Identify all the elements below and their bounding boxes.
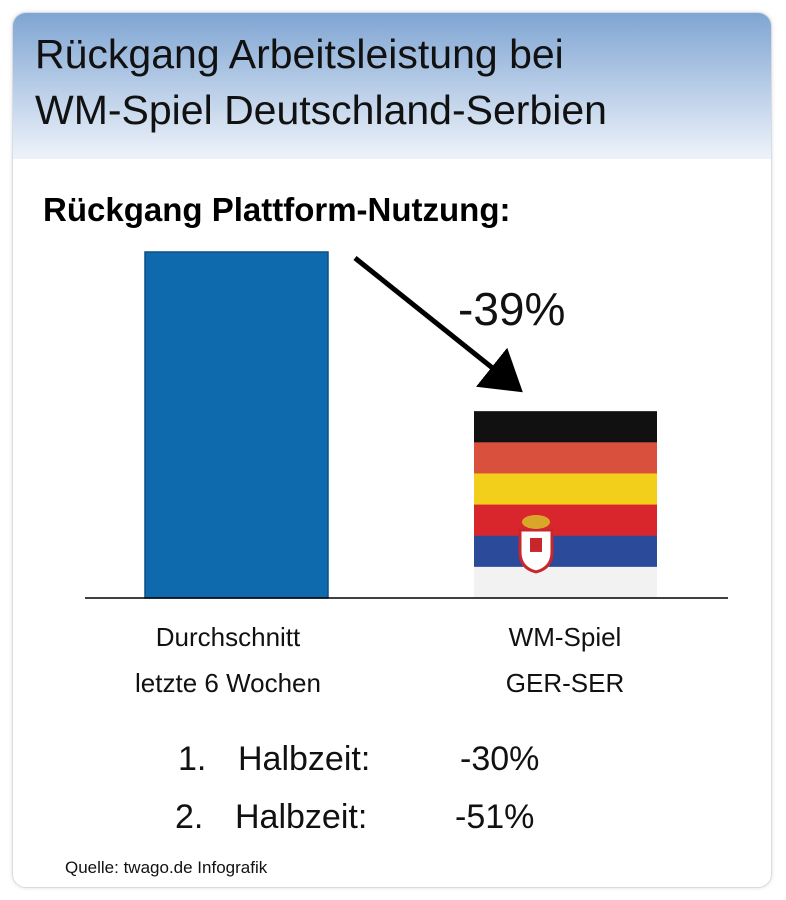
- halftime-label: Halbzeit:: [235, 798, 368, 836]
- category-label-line: GER-SER: [505, 668, 625, 698]
- category-label-1: Durchschnitt letzte 6 Wochen: [78, 614, 378, 706]
- flag-stripe: [474, 504, 657, 537]
- title-line-2: WM-Spiel Deutschland-Serbien: [35, 87, 607, 133]
- crown-icon: [522, 514, 550, 529]
- halftime-number: 2.: [175, 798, 204, 836]
- source-note: Quelle: twago.de Infografik: [65, 858, 268, 877]
- halftime-label: Halbzeit:: [238, 740, 371, 778]
- halftime-value: -51%: [455, 798, 535, 836]
- flag-stripe: [474, 535, 657, 568]
- shield-icon: [530, 537, 542, 552]
- halftime-number: 1.: [178, 740, 207, 778]
- category-label-2: WM-Spiel GER-SER: [415, 614, 715, 706]
- bar-flag: [474, 411, 657, 599]
- flag-stripe: [474, 473, 657, 506]
- flag-stripe: [474, 411, 657, 443]
- halftime-value: -30%: [460, 740, 540, 778]
- header: Rückgang Arbeitsleistung bei WM-Spiel De…: [13, 13, 771, 159]
- flag-stripe: [474, 442, 657, 474]
- bar: [144, 251, 329, 599]
- category-label-line: letzte 6 Wochen: [135, 668, 321, 698]
- title-line-1: Rückgang Arbeitsleistung bei: [35, 31, 564, 77]
- category-label-line: WM-Spiel: [508, 622, 622, 652]
- category-label-line: Durchschnitt: [155, 622, 301, 652]
- subtitle: Rückgang Plattform-Nutzung:: [43, 191, 511, 228]
- change-annotation: -39%: [458, 283, 566, 335]
- arrow-icon: [353, 256, 523, 393]
- flag-stripe: [474, 566, 657, 599]
